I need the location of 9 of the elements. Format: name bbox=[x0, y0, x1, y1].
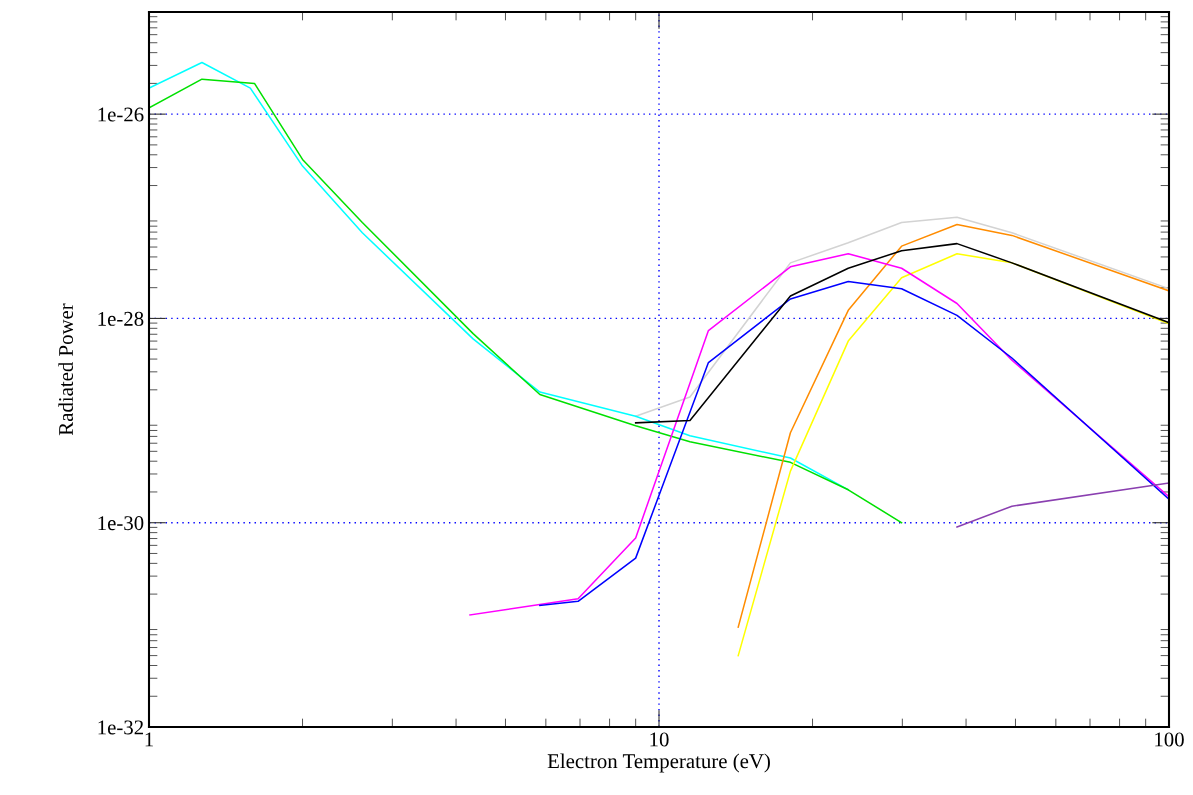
x-tick-label: 100 bbox=[1155, 732, 1184, 747]
y-tick-label: 1e-26 bbox=[98, 107, 144, 122]
y-axis-title: Radiated Power bbox=[58, 303, 74, 436]
y-tick-label: 1e-30 bbox=[98, 516, 144, 531]
y-tick-label: 1e-32 bbox=[98, 720, 143, 735]
x-tick-label: 10 bbox=[650, 732, 669, 747]
x-axis-title: Electron Temperature (eV) bbox=[547, 753, 770, 773]
x-tick-label: 1 bbox=[145, 732, 153, 747]
y-tick-label: 1e-28 bbox=[98, 311, 144, 326]
